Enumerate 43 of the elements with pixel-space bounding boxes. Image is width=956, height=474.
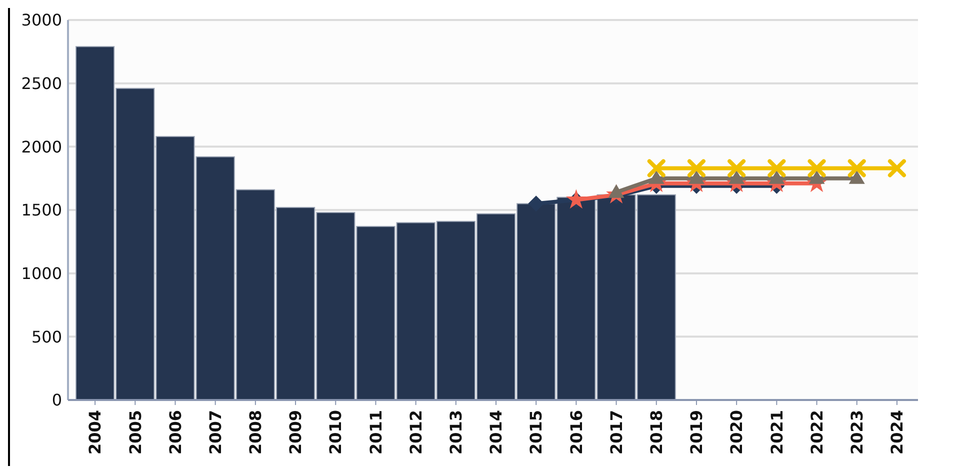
point <box>728 170 745 184</box>
x-tick-label: 2020 <box>727 410 746 455</box>
x-tick-label: 2013 <box>446 410 466 455</box>
point <box>688 170 704 184</box>
x-tick-label: 2015 <box>526 410 546 455</box>
point <box>808 159 826 178</box>
y-tick-label: 1500 <box>21 200 62 220</box>
x-tick-label: 2024 <box>888 410 907 455</box>
point <box>808 170 825 184</box>
y-tick-label: 1000 <box>21 264 62 283</box>
x-tick-label: 2014 <box>486 410 506 455</box>
y-tick-label: 500 <box>31 327 62 346</box>
point <box>848 159 866 178</box>
point <box>647 159 666 178</box>
point <box>888 159 906 178</box>
point <box>768 159 786 178</box>
x-tick-label: 2006 <box>166 410 185 455</box>
y-tick-label: 2500 <box>21 74 62 93</box>
x-tick-label: 2023 <box>847 410 866 455</box>
x-tick-label: 2010 <box>326 410 346 455</box>
point <box>848 170 865 184</box>
x-tick-label: 2022 <box>807 410 826 455</box>
point <box>648 170 664 184</box>
x-tick-label: 2008 <box>246 410 266 455</box>
y-tick-label: 0 <box>52 390 62 410</box>
point <box>608 184 624 198</box>
x-tick-label: 2005 <box>126 410 145 455</box>
x-tick-label: 2007 <box>206 410 225 455</box>
y-tick-label: 2000 <box>21 137 62 156</box>
x-tick-label: 2021 <box>767 410 786 455</box>
x-tick-label: 2004 <box>86 410 105 455</box>
y-tick-label: 3000 <box>21 10 62 30</box>
point <box>687 159 706 178</box>
x-tick-label: 2011 <box>366 410 386 455</box>
x-tick-label: 2017 <box>606 410 626 455</box>
x-tick-label: 2019 <box>687 410 706 455</box>
x-tick-label: 2016 <box>566 410 586 455</box>
point <box>528 196 544 212</box>
x-tick-label: 2018 <box>646 410 666 455</box>
point <box>768 170 785 184</box>
point <box>728 159 746 178</box>
x-tick-label: 2009 <box>286 410 306 455</box>
x-tick-label: 2012 <box>406 410 426 455</box>
